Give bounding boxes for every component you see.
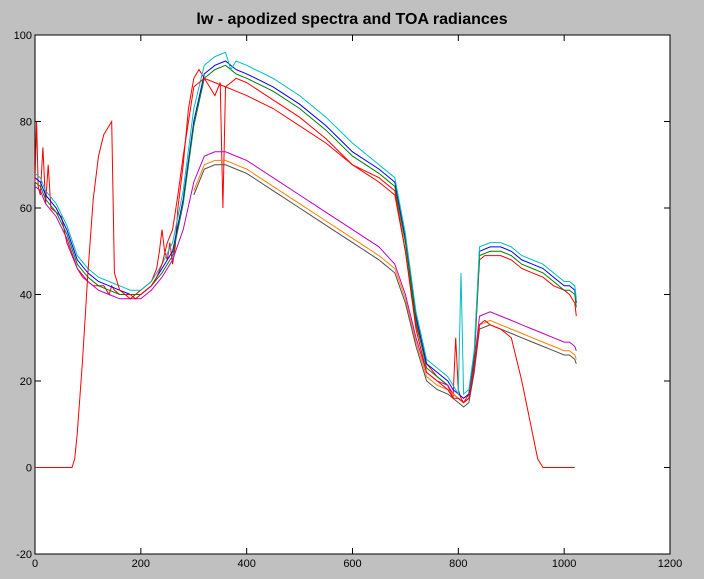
series-line-8	[35, 77, 575, 468]
y-tick-label: 20	[20, 376, 32, 388]
y-tick-label: -20	[16, 549, 32, 561]
y-tick-label: 40	[20, 290, 32, 302]
series-line-5	[34, 151, 577, 404]
y-tick-label: 100	[14, 30, 32, 42]
series-line-6	[193, 159, 577, 404]
chart-title: lw - apodized spectra and TOA radiances	[196, 11, 507, 28]
y-tick-label: 60	[20, 203, 32, 215]
y-tick-label: 0	[26, 463, 32, 475]
x-tick-label: 400	[237, 558, 255, 570]
x-tick-label: 600	[343, 558, 361, 570]
data-lines	[34, 51, 577, 468]
x-tick-label: 800	[449, 558, 467, 570]
series-line-3	[34, 64, 577, 404]
series-line-2	[34, 60, 577, 399]
x-tick-label: 1200	[658, 558, 682, 570]
series-line-4	[34, 51, 577, 396]
y-tick-label: 80	[20, 117, 32, 129]
x-tick-label: 0	[32, 558, 38, 570]
x-tick-label: 1000	[552, 558, 576, 570]
x-tick-label: 200	[132, 558, 150, 570]
series-line-7	[193, 164, 577, 408]
